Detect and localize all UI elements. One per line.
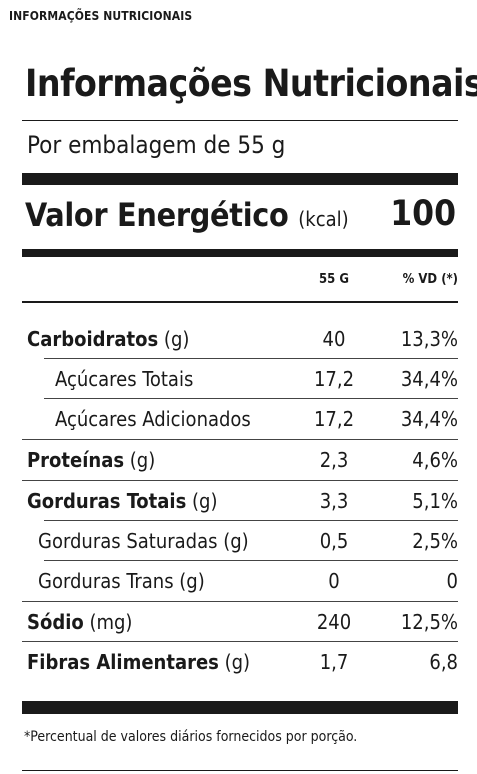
nutrient-daily-value: 6,8 xyxy=(429,650,458,674)
table-row: Gorduras Saturadas (g) 0,5 2,5% xyxy=(22,521,458,561)
nutrient-daily-value: 34,4% xyxy=(400,407,458,431)
nutrient-label: Açúcares Adicionados xyxy=(55,407,251,431)
nutrient-quantity: 40 xyxy=(322,327,346,351)
row-divider xyxy=(22,480,458,481)
row-divider xyxy=(44,520,458,521)
row-divider xyxy=(22,601,458,602)
bottom-rule xyxy=(22,701,458,714)
energy-label: Valor Energético (kcal) xyxy=(25,196,349,234)
table-row: Gorduras Totais (g) 3,3 5,1% xyxy=(22,481,458,521)
row-divider xyxy=(22,439,458,440)
energy-rule xyxy=(22,249,458,257)
table-row: Açúcares Adicionados 17,2 34,4% xyxy=(22,399,458,439)
energy-unit: (kcal) xyxy=(298,207,349,231)
nutrient-name: Gorduras Trans (g) xyxy=(38,569,205,593)
energy-value: 100 xyxy=(390,194,456,234)
nutrient-daily-value: 0 xyxy=(446,569,458,593)
nutrient-unit: (g) xyxy=(129,448,156,472)
nutrient-quantity: 0,5 xyxy=(319,529,349,553)
nutrient-quantity: 17,2 xyxy=(313,367,355,391)
nutrient-unit: (g) xyxy=(224,650,251,674)
nutrient-quantity: 17,2 xyxy=(313,407,355,431)
row-divider xyxy=(22,641,458,642)
title-rule xyxy=(22,120,458,121)
table-row: Gorduras Trans (g) 0 0 xyxy=(22,561,458,601)
caption: INFORMAÇÕES NUTRICIONAIS xyxy=(9,9,193,23)
nutrient-unit: (mg) xyxy=(89,610,133,634)
column-header-daily-value: % VD (*) xyxy=(402,272,458,287)
nutrient-name: Gorduras Saturadas (g) xyxy=(38,529,249,553)
nutrient-daily-value: 5,1% xyxy=(412,489,458,513)
nutrient-quantity: 240 xyxy=(316,610,352,634)
row-divider xyxy=(44,358,458,359)
footnote: *Percentual de valores diários fornecido… xyxy=(24,729,358,745)
table-row: Carboidratos (g) 40 13,3% xyxy=(22,319,458,359)
nutrient-label: Proteínas (g) xyxy=(27,448,155,472)
nutrient-name: Fibras Alimentares xyxy=(27,650,219,674)
nutrient-label: Gorduras Saturadas (g) xyxy=(38,529,249,553)
nutrient-daily-value: 4,6% xyxy=(412,448,458,472)
table-row: Proteínas (g) 2,3 4,6% xyxy=(22,440,458,480)
header-rule xyxy=(22,301,458,303)
nutrient-daily-value: 2,5% xyxy=(412,529,458,553)
column-header-quantity: 55 G xyxy=(319,272,349,287)
nutrient-quantity: 3,3 xyxy=(319,489,349,513)
nutrient-quantity: 0 xyxy=(328,569,340,593)
nutrient-label: Açúcares Totais xyxy=(55,367,193,391)
row-divider xyxy=(44,398,458,399)
row-divider xyxy=(44,560,458,561)
footer-rule xyxy=(22,770,458,771)
nutrient-quantity: 2,3 xyxy=(319,448,349,472)
nutrient-daily-value: 13,3% xyxy=(400,327,458,351)
panel-title: Informações Nutricionais xyxy=(25,62,477,105)
table-row: Açúcares Totais 17,2 34,4% xyxy=(22,359,458,399)
nutrient-quantity: 1,7 xyxy=(319,650,349,674)
nutrient-unit: (g) xyxy=(192,489,218,513)
table-row: Sódio (mg) 240 12,5% xyxy=(22,602,458,642)
nutrient-name: Sódio xyxy=(27,610,84,634)
serving-size: Por embalagem de 55 g xyxy=(27,131,286,159)
nutrient-label: Fibras Alimentares (g) xyxy=(27,650,250,674)
serving-rule xyxy=(22,173,458,185)
table-row: Fibras Alimentares (g) 1,7 6,8 xyxy=(22,642,458,682)
nutrient-label: Carboidratos (g) xyxy=(27,327,189,351)
energy-name: Valor Energético xyxy=(25,196,289,234)
nutrient-name: Açúcares Totais xyxy=(55,367,194,391)
nutrient-daily-value: 34,4% xyxy=(400,367,458,391)
nutrient-name: Gorduras Totais xyxy=(27,489,187,513)
nutrient-daily-value: 12,5% xyxy=(400,610,458,634)
nutrient-label: Sódio (mg) xyxy=(27,610,132,634)
nutrient-name: Proteínas xyxy=(27,448,125,472)
nutrient-label: Gorduras Trans (g) xyxy=(38,569,205,593)
nutrient-label: Gorduras Totais (g) xyxy=(27,489,217,513)
nutrient-unit: (g) xyxy=(163,327,190,351)
nutrient-name: Açúcares Adicionados xyxy=(55,407,251,431)
nutrient-name: Carboidratos xyxy=(27,327,159,351)
